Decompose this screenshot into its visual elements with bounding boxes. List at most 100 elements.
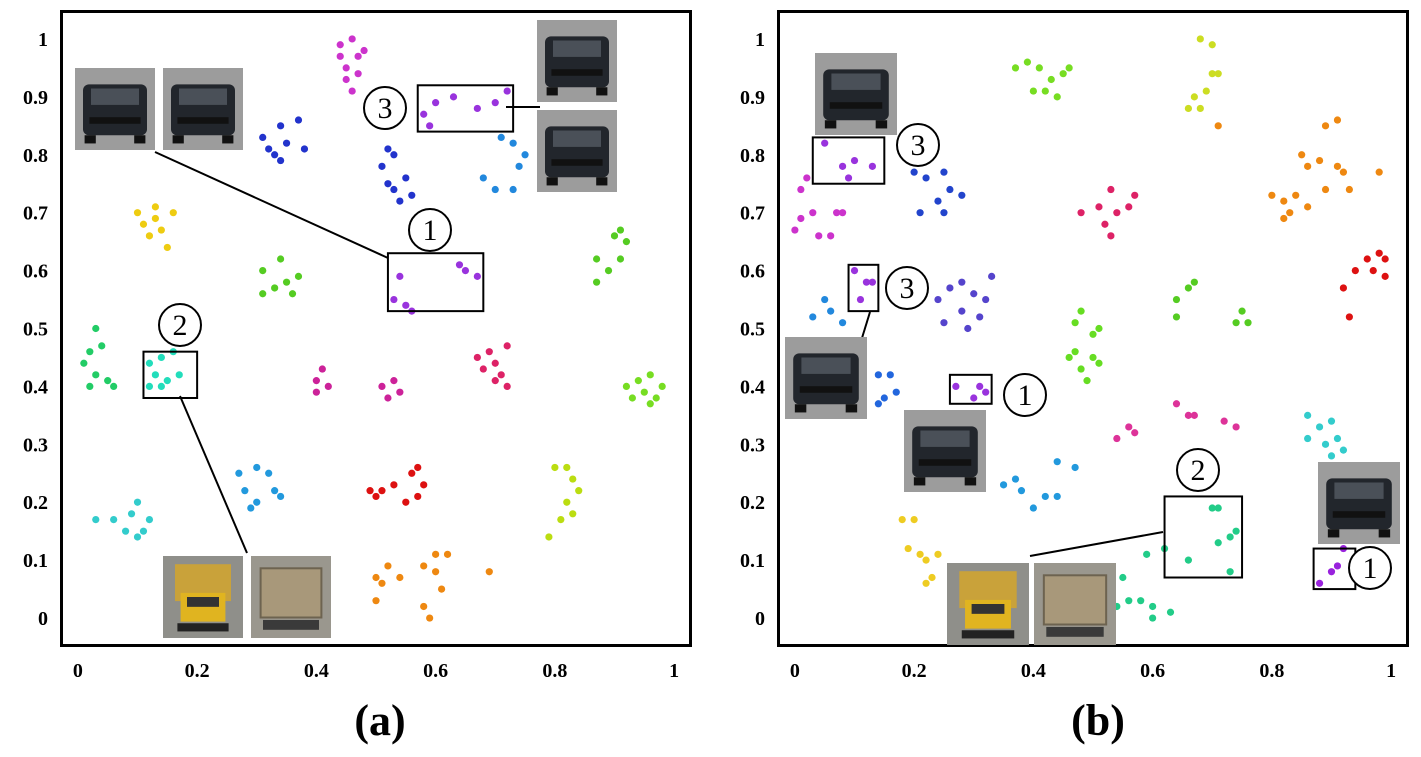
data-point: [1053, 458, 1061, 466]
annotation-box: [416, 84, 515, 133]
data-point: [809, 313, 817, 321]
data-point: [970, 394, 978, 402]
data-point: [497, 133, 505, 141]
data-point: [1292, 191, 1300, 199]
data-point: [336, 41, 344, 49]
scatter-panel-b: [777, 10, 1409, 647]
data-point: [928, 573, 936, 582]
data-point: [175, 371, 183, 379]
data-point: [1298, 151, 1306, 159]
data-point: [145, 516, 154, 524]
data-point: [833, 209, 841, 217]
data-point: [1149, 602, 1157, 611]
data-point: [384, 145, 392, 153]
data-point: [545, 533, 553, 541]
x-tick-label: 0: [73, 660, 83, 682]
data-point: [1190, 411, 1198, 419]
data-point: [503, 87, 511, 95]
data-point: [432, 550, 440, 558]
data-point: [593, 255, 601, 263]
data-point: [952, 382, 960, 391]
data-point: [277, 122, 285, 130]
data-point: [886, 371, 894, 379]
data-point: [384, 562, 392, 570]
data-point: [652, 394, 660, 402]
data-point: [145, 232, 154, 240]
data-point: [958, 278, 966, 286]
data-point: [378, 162, 386, 170]
x-tick-label: 0.4: [304, 660, 329, 682]
data-point: [622, 382, 631, 391]
data-point: [396, 272, 404, 280]
data-point: [940, 209, 948, 217]
data-point: [1077, 307, 1085, 315]
data-point: [378, 579, 386, 587]
data-point: [1327, 568, 1336, 576]
data-point: [449, 93, 458, 101]
data-point: [402, 301, 410, 309]
scatter-plot-a: [60, 10, 692, 647]
data-point: [396, 388, 404, 396]
data-point: [1208, 41, 1216, 49]
data-point: [593, 278, 601, 286]
data-point: [354, 70, 362, 78]
data-point: [1202, 87, 1210, 95]
data-point: [151, 371, 159, 379]
data-point: [622, 238, 631, 246]
y-tick-label: 0.6: [23, 261, 48, 283]
data-point: [282, 139, 291, 147]
y-tick-label: 0.7: [740, 203, 765, 225]
data-point: [821, 295, 829, 304]
data-point: [1208, 504, 1216, 512]
y-tick-label: 1: [755, 29, 765, 51]
data-point: [92, 516, 100, 524]
data-point: [646, 371, 654, 379]
data-point: [1214, 539, 1222, 547]
x-tick-label: 0.6: [423, 660, 448, 682]
data-point: [479, 365, 487, 373]
data-point: [1304, 162, 1312, 170]
data-point: [145, 359, 154, 367]
data-point: [1095, 324, 1103, 333]
data-point: [1065, 64, 1073, 72]
data-point: [1220, 417, 1228, 425]
data-point: [396, 197, 404, 205]
data-point: [1345, 185, 1353, 194]
data-point: [904, 544, 912, 553]
data-point: [485, 568, 493, 576]
y-tick-label: 0.4: [23, 376, 48, 398]
annotation-box: [811, 136, 886, 185]
data-point: [1232, 423, 1240, 431]
y-tick-label: 0.2: [23, 492, 48, 514]
data-point: [821, 139, 829, 147]
data-point: [259, 266, 267, 275]
data-point: [964, 324, 972, 333]
data-point: [1321, 440, 1330, 448]
data-point: [634, 377, 642, 385]
data-point: [312, 388, 320, 396]
data-point: [265, 145, 273, 153]
data-point: [408, 191, 416, 199]
data-point: [151, 203, 159, 211]
data-point: [1095, 203, 1103, 211]
data-point: [1011, 64, 1020, 72]
data-point: [414, 492, 422, 501]
data-point: [1184, 556, 1192, 564]
data-point: [1184, 411, 1192, 419]
data-point: [1226, 568, 1234, 576]
data-point: [521, 151, 529, 159]
data-point: [342, 64, 350, 72]
y-tick-label: 0.8: [23, 145, 48, 167]
data-point: [922, 556, 930, 564]
data-point: [1047, 75, 1055, 84]
y-tick-label: 0.6: [740, 261, 765, 283]
data-point: [163, 377, 171, 385]
data-point: [1315, 579, 1324, 587]
data-point: [86, 382, 94, 391]
data-point: [1172, 400, 1181, 408]
data-point: [646, 400, 654, 408]
data-point: [1131, 191, 1139, 199]
data-point: [288, 290, 297, 298]
data-point: [98, 342, 106, 350]
data-point: [348, 35, 356, 43]
